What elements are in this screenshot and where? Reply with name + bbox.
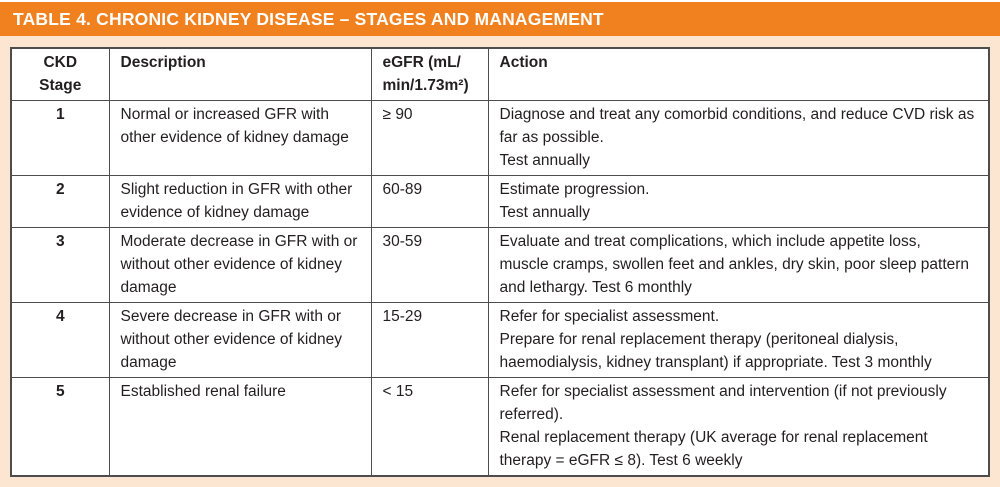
description-cell: Severe decrease in GFR with or without o…: [108, 302, 372, 378]
action-cell: Refer for specialist assessment. Prepare…: [487, 302, 990, 378]
top-white-strip: [0, 0, 1000, 2]
egfr-cell: < 15: [370, 377, 489, 477]
table-row-stage-5: 5 Established renal failure < 15 Refer f…: [10, 377, 990, 477]
page: TABLE 4. CHRONIC KIDNEY DISEASE – STAGES…: [0, 0, 1000, 477]
action-cell: Diagnose and treat any comorbid conditio…: [487, 100, 990, 176]
table-title: TABLE 4. CHRONIC KIDNEY DISEASE – STAGES…: [13, 8, 604, 29]
egfr-cell: 60-89: [370, 175, 489, 228]
table-row-stage-2: 2 Slight reduction in GFR with other evi…: [10, 175, 990, 228]
description-cell: Moderate decrease in GFR with or without…: [108, 227, 372, 303]
col-header-egfr: eGFR (mL/ min/1.73m²): [370, 47, 489, 101]
stage-cell: 3: [10, 227, 110, 303]
stage-cell: 5: [10, 377, 110, 477]
ckd-stages-table: CKD Stage Description eGFR (mL/ min/1.73…: [10, 47, 990, 477]
egfr-cell: 30-59: [370, 227, 489, 303]
action-cell: Estimate progression. Test annually: [487, 175, 990, 228]
table-title-bar: TABLE 4. CHRONIC KIDNEY DISEASE – STAGES…: [0, 2, 1000, 36]
egfr-cell: ≥ 90: [370, 100, 489, 176]
table-row-stage-3: 3 Moderate decrease in GFR with or witho…: [10, 227, 990, 303]
stage-cell: 2: [10, 175, 110, 228]
action-cell: Evaluate and treat complications, which …: [487, 227, 990, 303]
col-header-description: Description: [108, 47, 372, 101]
header-row: CKD Stage Description eGFR (mL/ min/1.73…: [10, 47, 990, 101]
table-row-stage-4: 4 Severe decrease in GFR with or without…: [10, 302, 990, 378]
action-cell: Refer for specialist assessment and inte…: [487, 377, 990, 477]
col-header-ckd-stage: CKD Stage: [10, 47, 110, 101]
description-cell: Established renal failure: [108, 377, 372, 477]
col-header-action: Action: [487, 47, 990, 101]
egfr-cell: 15-29: [370, 302, 489, 378]
description-cell: Normal or increased GFR with other evide…: [108, 100, 372, 176]
description-cell: Slight reduction in GFR with other evide…: [108, 175, 372, 228]
stage-cell: 1: [10, 100, 110, 176]
table-row-stage-1: 1 Normal or increased GFR with other evi…: [10, 100, 990, 176]
stage-cell: 4: [10, 302, 110, 378]
